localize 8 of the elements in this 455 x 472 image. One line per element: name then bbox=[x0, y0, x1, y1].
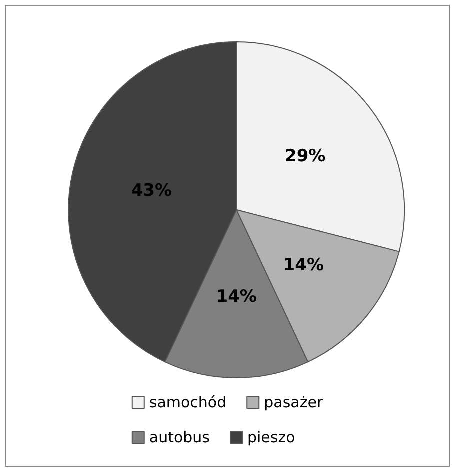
data-label: 43% bbox=[131, 181, 172, 202]
data-label: 14% bbox=[283, 255, 324, 276]
legend-label: pasażer bbox=[264, 394, 324, 412]
legend-label: samochód bbox=[149, 394, 227, 412]
data-label: 14% bbox=[216, 287, 257, 308]
legend-label: pieszo bbox=[247, 428, 296, 446]
data-label: 29% bbox=[284, 146, 326, 167]
legend-label: autobus bbox=[149, 428, 210, 446]
